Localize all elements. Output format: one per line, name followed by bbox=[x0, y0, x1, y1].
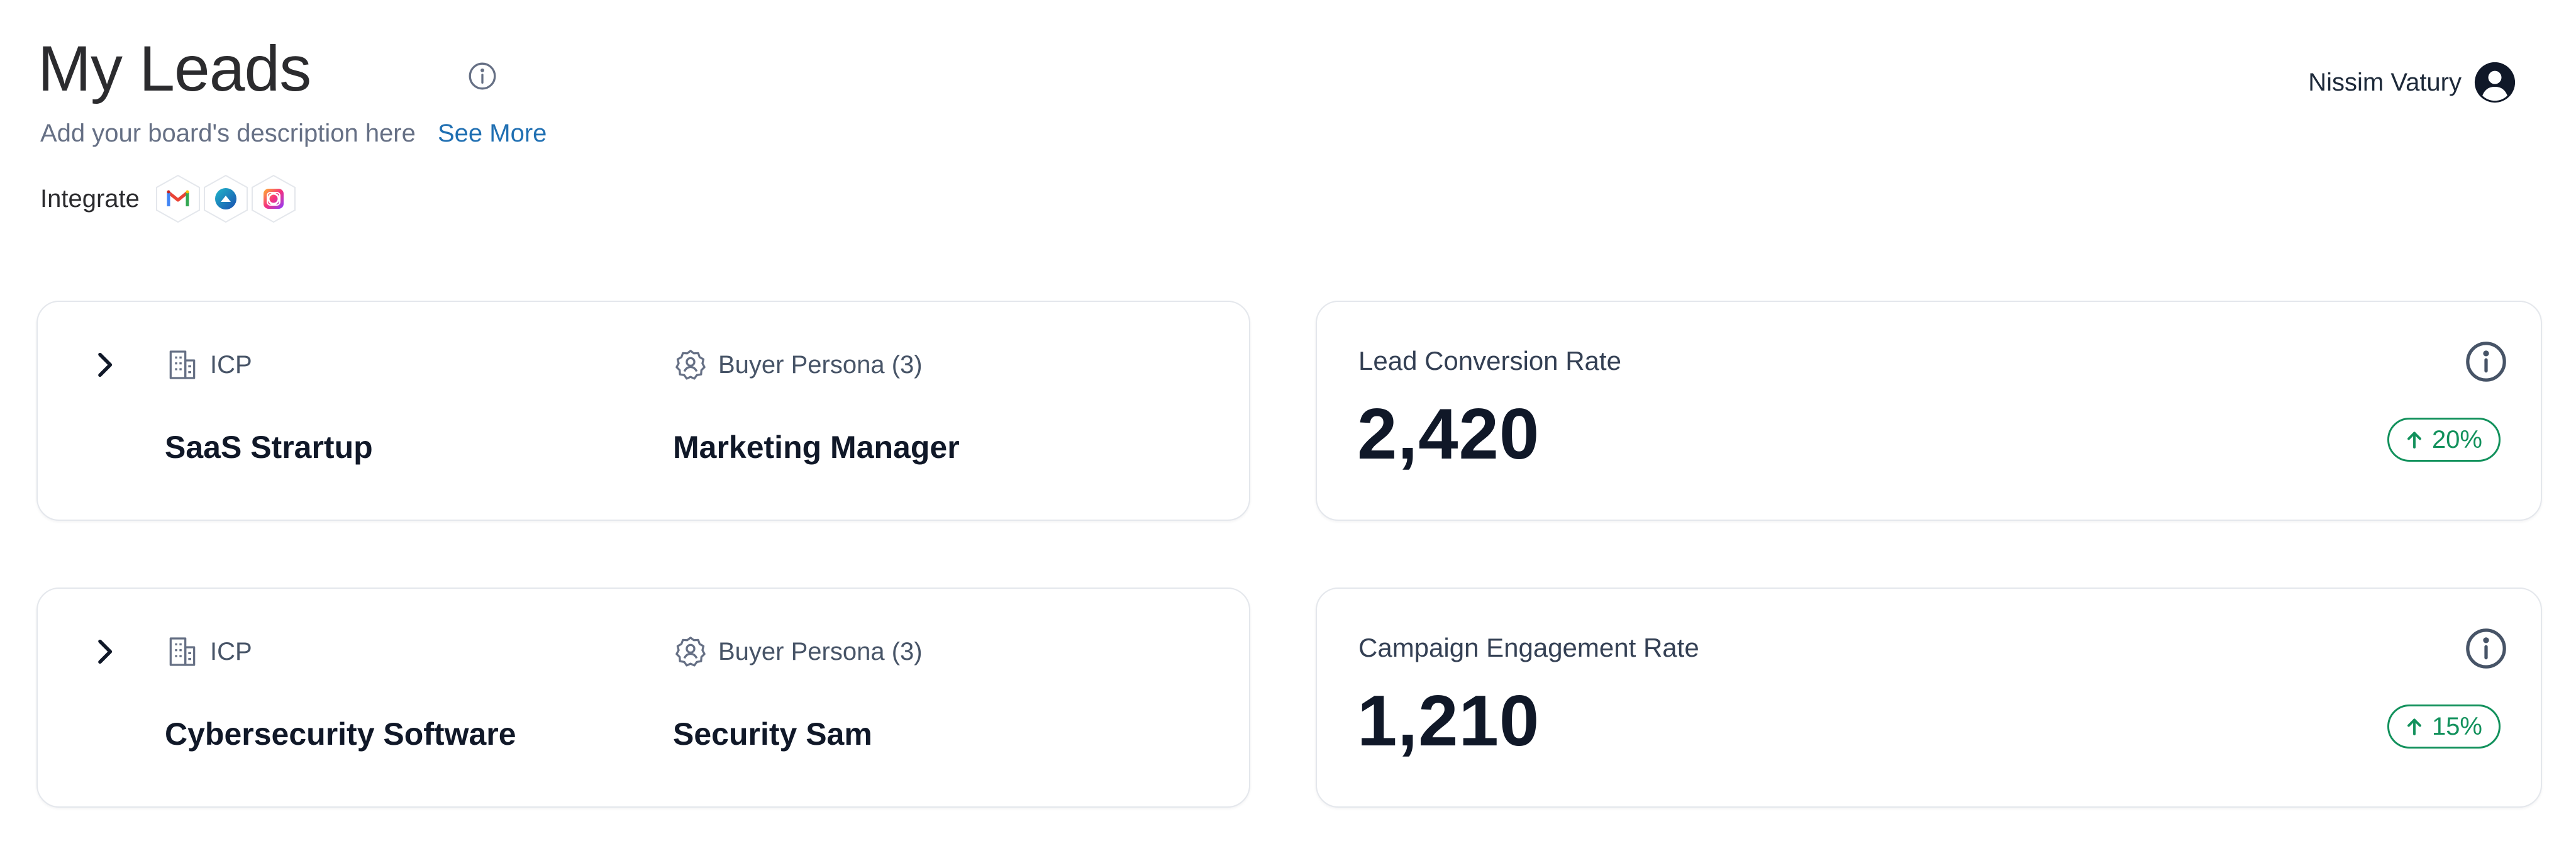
persona-value: Security Sam bbox=[673, 716, 872, 752]
change-badge: 20% bbox=[2387, 418, 2501, 462]
building-icon bbox=[169, 350, 196, 379]
board-description[interactable]: Add your board's description here bbox=[40, 120, 416, 147]
icp-column: ICP SaaS Strartup bbox=[165, 346, 373, 465]
building-icon bbox=[169, 637, 196, 666]
icp-column: ICP Cybersecurity Software bbox=[165, 633, 516, 752]
info-icon[interactable] bbox=[2464, 340, 2508, 384]
arrow-up-icon bbox=[2407, 432, 2421, 448]
gmail-icon[interactable] bbox=[153, 174, 203, 224]
icp-card[interactable]: ICP SaaS Strartup Buyer Persona (3) Mark… bbox=[36, 301, 1250, 521]
chevron-right-icon[interactable] bbox=[87, 634, 122, 669]
metric-card-lead-conversion: Lead Conversion Rate 2,420 20% bbox=[1316, 301, 2542, 521]
persona-value: Marketing Manager bbox=[673, 430, 960, 465]
persona-badge-icon bbox=[675, 637, 706, 667]
icp-card[interactable]: ICP Cybersecurity Software Buyer Persona… bbox=[36, 588, 1250, 808]
integration-3-icon[interactable] bbox=[249, 174, 298, 224]
persona-column: Buyer Persona (3) Marketing Manager bbox=[673, 346, 960, 465]
persona-column: Buyer Persona (3) Security Sam bbox=[673, 633, 923, 752]
page-title: My Leads bbox=[38, 33, 311, 104]
integration-2-icon[interactable] bbox=[201, 174, 250, 224]
see-more-link[interactable]: See More bbox=[438, 120, 547, 147]
user-menu[interactable]: Nissim Vatury bbox=[2308, 60, 2517, 104]
icp-value: Cybersecurity Software bbox=[165, 716, 516, 752]
arrow-up-icon bbox=[2407, 718, 2421, 735]
integrate-bar: Integrate bbox=[40, 174, 297, 224]
icp-label: ICP bbox=[210, 350, 252, 379]
metric-value: 1,210 bbox=[1357, 681, 1540, 761]
avatar-icon[interactable] bbox=[2473, 60, 2517, 104]
icp-label: ICP bbox=[210, 637, 252, 666]
persona-label: Buyer Persona (3) bbox=[718, 637, 923, 666]
icp-value: SaaS Strartup bbox=[165, 430, 373, 465]
info-icon[interactable] bbox=[2464, 627, 2508, 671]
metric-value: 2,420 bbox=[1357, 394, 1540, 474]
metric-card-campaign-engagement: Campaign Engagement Rate 1,210 15% bbox=[1316, 588, 2542, 808]
change-value: 20% bbox=[2431, 425, 2482, 454]
user-name: Nissim Vatury bbox=[2308, 68, 2462, 96]
change-badge: 15% bbox=[2387, 705, 2501, 749]
metric-label: Campaign Engagement Rate bbox=[1358, 633, 1699, 662]
chevron-right-icon[interactable] bbox=[87, 347, 122, 382]
change-value: 15% bbox=[2431, 712, 2482, 740]
metric-label: Lead Conversion Rate bbox=[1358, 346, 1621, 376]
persona-label: Buyer Persona (3) bbox=[718, 350, 923, 379]
info-icon[interactable] bbox=[467, 60, 498, 92]
persona-badge-icon bbox=[675, 350, 706, 380]
integrate-label: Integrate bbox=[40, 184, 140, 213]
